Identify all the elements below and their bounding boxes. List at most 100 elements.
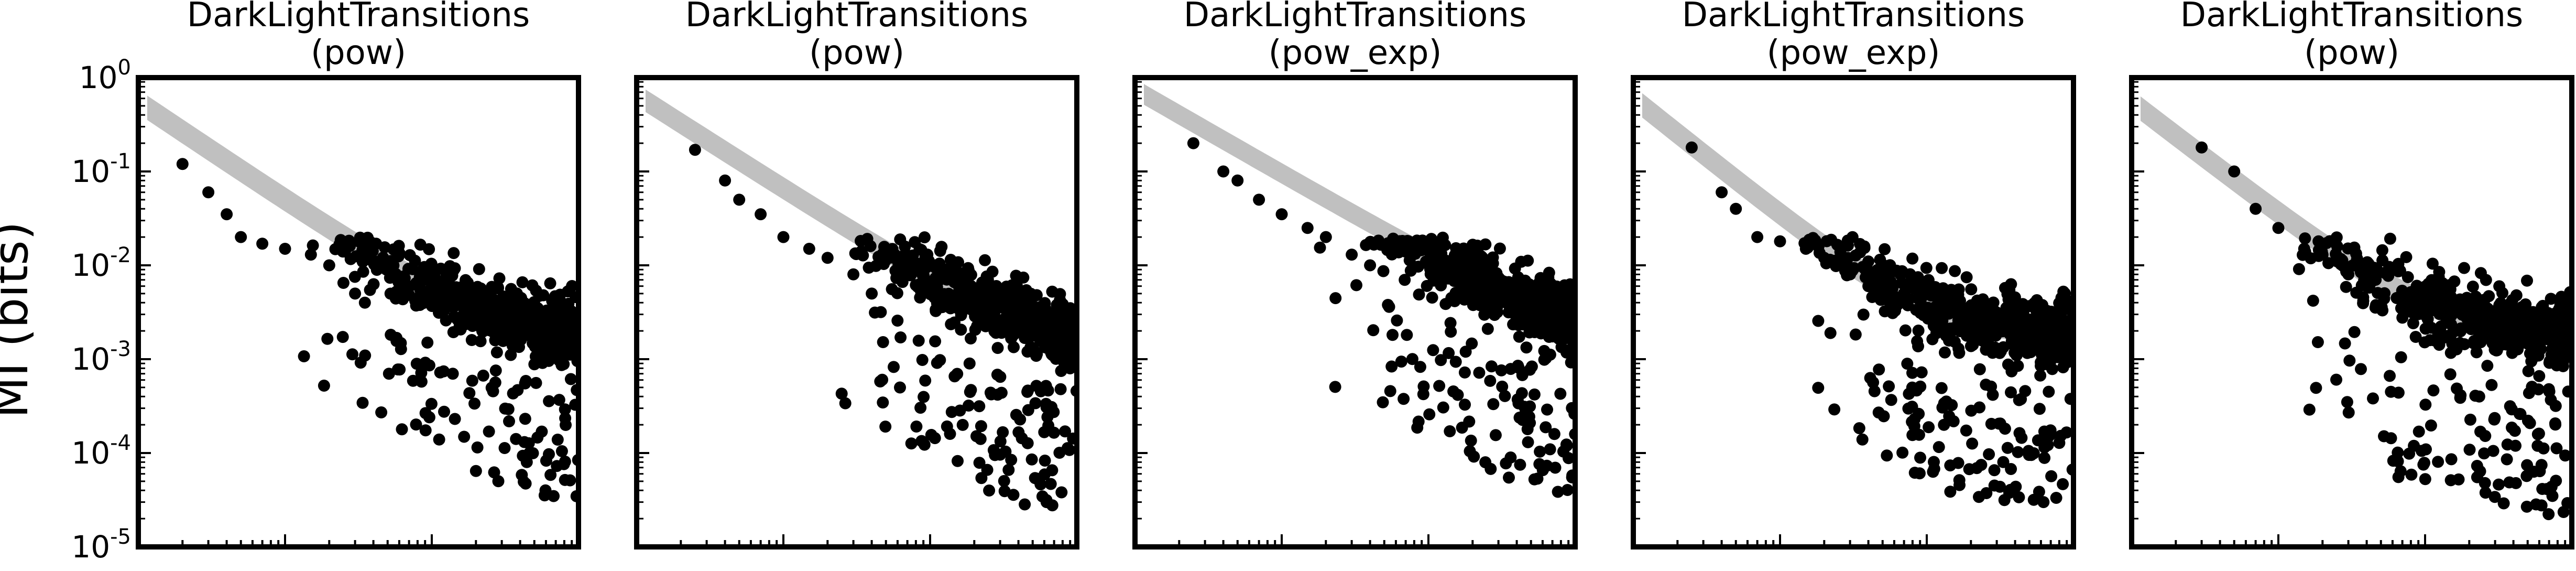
scatter-panel-2: DarkLightTransitions (pow)	[634, 0, 1079, 550]
scatter-point	[543, 448, 555, 460]
scatter-point	[555, 445, 568, 457]
scatter-point	[2001, 441, 2014, 454]
scatter-point	[877, 247, 889, 260]
scatter-point	[1377, 265, 1390, 277]
scatter-point	[1476, 257, 1488, 270]
scatter-point	[1540, 421, 1552, 434]
scatter-point	[323, 259, 335, 272]
scatter-point	[1457, 275, 1469, 288]
scatter-point	[1920, 262, 1933, 274]
scatter-point	[1915, 366, 1928, 379]
scatter-point	[1016, 432, 1028, 445]
scatter-point	[536, 425, 548, 438]
scatter-point	[504, 303, 516, 315]
scatter-point	[1853, 422, 1865, 435]
scatter-point	[2523, 317, 2536, 330]
scatter-point	[2340, 281, 2352, 293]
scatter-point	[1912, 325, 1925, 337]
scatter-point	[2376, 244, 2388, 256]
scatter-point	[1513, 330, 1525, 343]
scatter-point	[1459, 398, 1471, 411]
scatter-point	[1893, 292, 1905, 305]
scatter-point	[2485, 379, 2498, 391]
scatter-point	[1512, 397, 1525, 410]
scatter-point	[1030, 380, 1043, 392]
y-tick-label: 10-1	[71, 149, 131, 189]
scatter-point	[1563, 293, 1575, 306]
plot-frame	[2129, 75, 2574, 550]
scatter-point	[1435, 354, 1447, 367]
scatter-point	[374, 262, 386, 274]
scatter-point	[202, 186, 215, 199]
scatter-panel-3: DarkLightTransitions (pow_exp)	[1132, 0, 1578, 550]
scatter-point	[2458, 338, 2471, 350]
scatter-point	[1329, 292, 1342, 305]
scatter-point	[1417, 380, 1430, 393]
scatter-point	[415, 367, 428, 379]
scatter-point	[559, 412, 572, 425]
scatter-point	[454, 323, 467, 336]
scatter-point	[2534, 343, 2546, 356]
scatter-point	[2466, 281, 2479, 293]
scatter-point	[1314, 241, 1326, 254]
scatter-point	[390, 335, 403, 347]
scatter-point	[1548, 428, 1560, 440]
scatter-point	[2427, 384, 2440, 397]
scatter-panel-4: DarkLightTransitions (pow_exp)	[1631, 0, 2076, 550]
scatter-point	[2415, 445, 2428, 457]
scatter-point	[2535, 318, 2547, 330]
scatter-point	[2478, 447, 2491, 460]
scatter-point	[1014, 413, 1027, 426]
scatter-point	[2533, 370, 2546, 382]
scatter-point	[1803, 233, 1816, 246]
scatter-point	[558, 358, 570, 370]
scatter-point	[2470, 346, 2483, 359]
scatter-point	[2432, 456, 2444, 468]
scatter-point	[2043, 385, 2055, 398]
scatter-point	[2435, 320, 2447, 333]
scatter-point	[2545, 293, 2557, 305]
scatter-point	[1908, 279, 1920, 292]
scatter-point	[521, 326, 534, 338]
scatter-point	[942, 287, 955, 300]
scatter-point	[414, 239, 427, 251]
scatter-point	[1346, 249, 1358, 261]
scatter-point	[2367, 392, 2379, 405]
scatter-point	[510, 287, 523, 300]
scatter-point	[877, 396, 889, 409]
scatter-point	[2057, 478, 2069, 490]
scatter-point	[567, 321, 578, 334]
scatter-point	[2322, 257, 2334, 270]
scatter-point	[1944, 486, 1957, 498]
scatter-point	[2413, 425, 2425, 438]
scatter-point	[1923, 421, 1935, 434]
scatter-point	[2405, 468, 2418, 481]
scatter-point	[2330, 373, 2342, 386]
scatter-point	[1187, 137, 1199, 149]
scatter-point	[507, 387, 519, 400]
scatter-point	[870, 260, 882, 272]
scatter-point	[1544, 443, 1556, 456]
scatter-point	[1231, 174, 1244, 187]
scatter-point	[2520, 500, 2533, 513]
scatter-point	[1939, 346, 1951, 359]
scatter-point	[2310, 382, 2322, 394]
scatter-point	[963, 264, 975, 277]
scatter-point	[2549, 418, 2562, 431]
scatter-point	[2558, 305, 2571, 318]
scatter-point	[960, 279, 973, 292]
scatter-point	[519, 377, 531, 390]
scatter-point	[1413, 288, 1425, 301]
scatter-point	[1857, 308, 1870, 321]
scatter-point	[2550, 442, 2563, 455]
scatter-point	[548, 490, 560, 502]
scatter-point	[2537, 442, 2550, 455]
scatter-point	[985, 388, 998, 401]
scatter-point	[894, 233, 907, 246]
scatter-point	[2479, 487, 2492, 499]
scatter-point	[2511, 319, 2524, 331]
scatter-point	[1022, 404, 1034, 416]
scatter-point	[733, 193, 746, 206]
scatter-point	[1685, 141, 1698, 154]
scatter-point	[1513, 412, 1526, 424]
